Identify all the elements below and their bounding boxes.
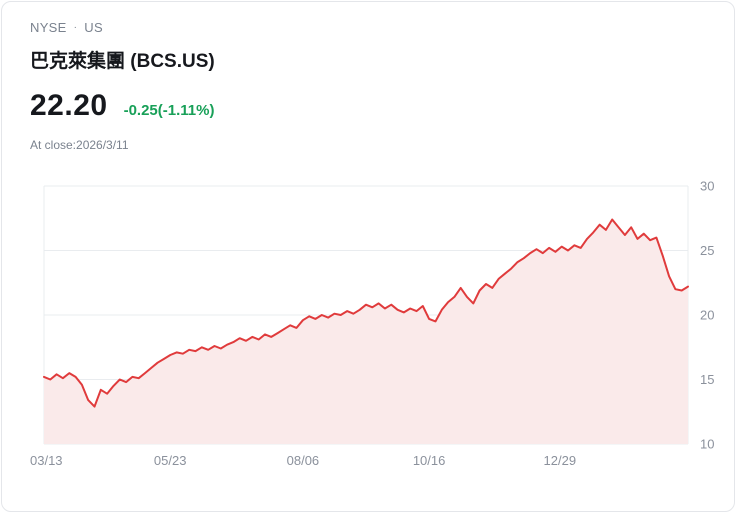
quote-header: NYSE · US 巴克萊集團 (BCS.US) 22.20 -0.25(-1.…: [2, 2, 734, 152]
price-row: 22.20 -0.25(-1.11%): [30, 89, 706, 123]
svg-text:12/29: 12/29: [544, 453, 577, 468]
svg-text:15: 15: [700, 372, 714, 387]
close-note: At close:2026/3/11: [30, 138, 129, 152]
svg-text:05/23: 05/23: [154, 453, 187, 468]
svg-text:20: 20: [700, 308, 714, 323]
price-change: -0.25(-1.11%): [123, 102, 215, 119]
svg-text:10/16: 10/16: [413, 453, 446, 468]
exchange-label: NYSE: [30, 20, 67, 35]
price-chart[interactable]: 10 15 20 25 30 03/13 05/23 08/06 10/16 12/29: [2, 168, 735, 478]
svg-text:30: 30: [700, 179, 714, 194]
last-price: 22.20: [30, 89, 108, 122]
svg-text:03/13: 03/13: [30, 453, 63, 468]
separator-dot: ·: [73, 21, 78, 33]
region-label: US: [84, 20, 103, 35]
stock-title: 巴克萊集團 (BCS.US): [30, 51, 215, 72]
svg-text:08/06: 08/06: [287, 453, 320, 468]
svg-text:25: 25: [700, 243, 714, 258]
price-line: [43, 218, 689, 408]
exchange-row: NYSE · US: [30, 20, 706, 35]
svg-text:10: 10: [700, 437, 714, 452]
area-fill: [44, 219, 688, 444]
